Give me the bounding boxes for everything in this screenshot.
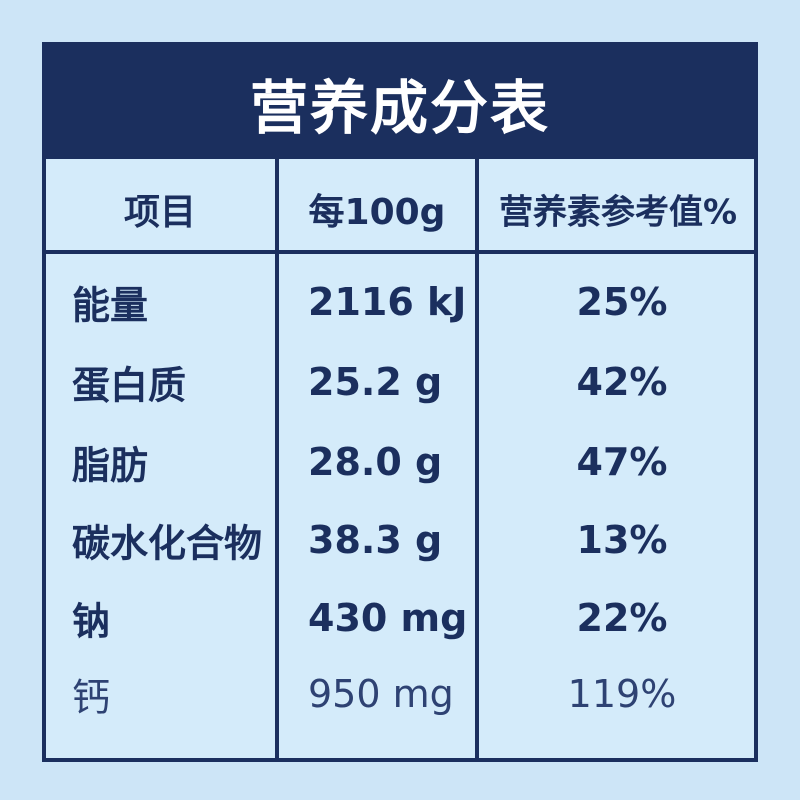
header-divider xyxy=(46,250,754,254)
amount: 28.0 g xyxy=(308,440,443,484)
nutrient-name: 钙 xyxy=(72,675,111,720)
title: 营养成分表 xyxy=(46,46,754,159)
column-divider xyxy=(475,159,479,758)
column-divider xyxy=(275,159,279,758)
nrv-percent: 25% xyxy=(576,280,668,324)
nutrient-name: 脂肪 xyxy=(72,443,149,488)
nutrient-name: 碳水化合物 xyxy=(72,521,263,566)
nrv-percent: 13% xyxy=(576,518,668,562)
nrv-percent: 22% xyxy=(576,596,668,640)
column-header: 每100g xyxy=(308,192,446,233)
amount: 950 mg xyxy=(308,672,454,716)
amount: 430 mg xyxy=(308,596,468,640)
nutrition-table: 营养成分表 项目 每100g 营养素参考值% 能量 2116 kJ 25% 蛋白质 25.2 … xyxy=(42,42,758,762)
amount: 38.3 g xyxy=(308,518,443,562)
column-header: 项目 xyxy=(123,192,197,233)
column-header: 营养素参考值% xyxy=(498,192,738,233)
nrv-percent: 47% xyxy=(576,440,668,484)
nutrient-name: 能量 xyxy=(72,283,149,328)
nutrient-name: 蛋白质 xyxy=(72,363,187,408)
nrv-percent: 42% xyxy=(576,360,668,404)
nrv-percent: 119% xyxy=(567,672,677,716)
amount: 25.2 g xyxy=(308,360,443,404)
amount: 2116 kJ xyxy=(308,280,467,324)
nutrient-name: 钠 xyxy=(72,599,111,644)
